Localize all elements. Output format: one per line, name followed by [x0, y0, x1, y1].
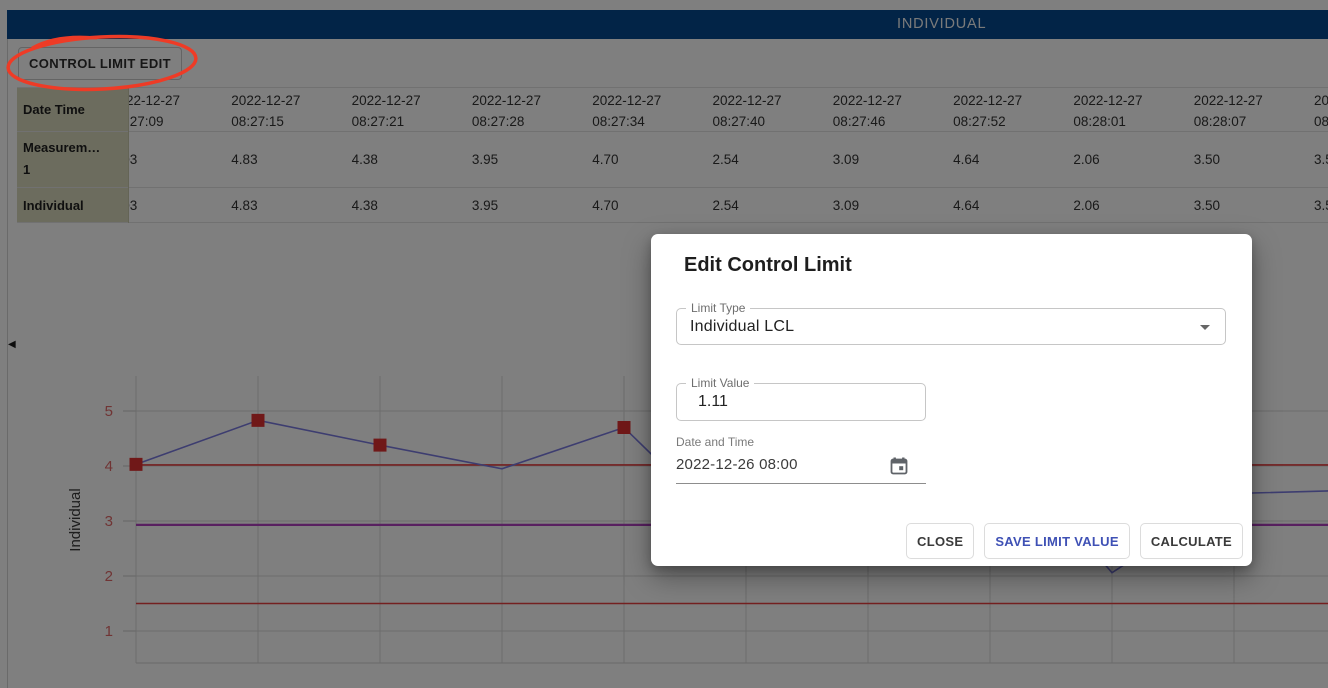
limit-type-value: Individual LCL [690, 318, 795, 335]
limit-type-label: Limit Type [686, 301, 751, 316]
date-time-input[interactable]: 2022-12-26 08:00 [676, 456, 798, 473]
calculate-button[interactable]: CALCULATE [1139, 523, 1243, 559]
date-time-label: Date and Time [676, 435, 755, 449]
close-button[interactable]: CLOSE [906, 523, 975, 559]
edit-control-limit-dialog: Edit Control Limit Limit Type Individual… [651, 234, 1252, 566]
chevron-down-icon [1200, 325, 1210, 330]
save-limit-value-button[interactable]: SAVE LIMIT VALUE [984, 523, 1130, 559]
dialog-actions: CLOSE SAVE LIMIT VALUE CALCULATE [906, 523, 1243, 559]
date-time-underline [676, 483, 926, 484]
dialog-title: Edit Control Limit [684, 254, 852, 276]
limit-value-field: Limit Value [676, 376, 926, 421]
limit-value-input[interactable] [677, 384, 925, 420]
calendar-icon[interactable] [890, 457, 908, 475]
limit-type-select[interactable]: Limit Type Individual LCL [676, 301, 1226, 345]
